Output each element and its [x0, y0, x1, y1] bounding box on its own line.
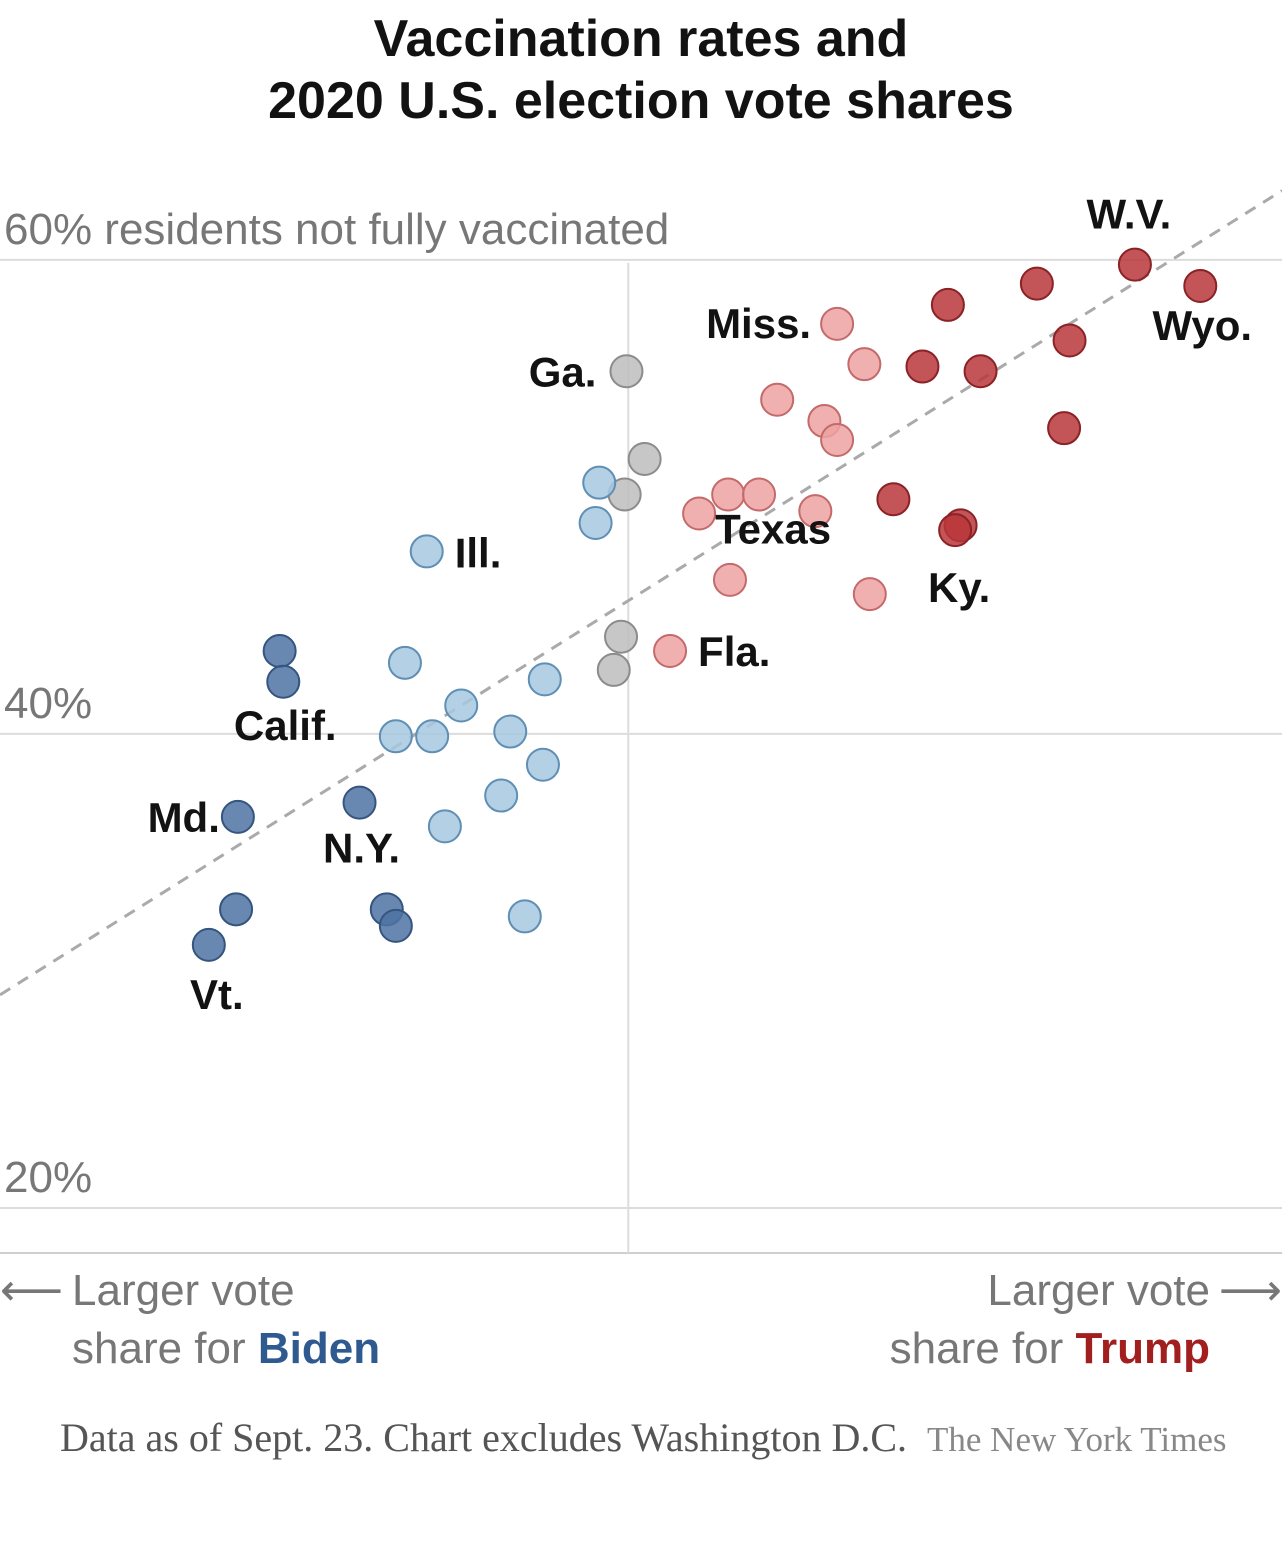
data-point	[714, 564, 746, 596]
data-point	[380, 720, 412, 752]
biden-direction-prefix: share for	[72, 1324, 258, 1373]
data-point	[1184, 270, 1216, 302]
biden-direction-line1: Larger vote	[72, 1262, 380, 1320]
data-point	[583, 467, 615, 499]
trump-name: Trump	[1076, 1324, 1210, 1373]
point-label: Ill.	[455, 529, 502, 576]
point-label: Calif.	[234, 702, 337, 749]
point-label: Texas	[715, 505, 831, 552]
biden-direction-label: Larger vote share for Biden	[72, 1262, 380, 1378]
data-point	[932, 289, 964, 321]
data-point	[416, 720, 448, 752]
trump-direction-prefix: share for	[890, 1324, 1076, 1373]
data-point	[1048, 412, 1080, 444]
point-label: Ky.	[928, 564, 990, 611]
y-tick-label: 60% residents not fully vaccinated	[4, 205, 669, 254]
data-point	[193, 929, 225, 961]
data-point	[1054, 324, 1086, 356]
point-label: Vt.	[190, 971, 244, 1018]
data-point	[445, 689, 477, 721]
data-point	[906, 351, 938, 383]
data-point	[344, 787, 376, 819]
data-point	[494, 716, 526, 748]
data-point	[222, 801, 254, 833]
data-point	[1021, 268, 1053, 300]
data-point	[389, 647, 421, 679]
gridlines: 60% residents not fully vaccinated 40% 20%	[0, 205, 1282, 1253]
data-point	[629, 443, 661, 475]
data-point	[598, 654, 630, 686]
data-point	[380, 910, 412, 942]
data-point	[429, 810, 461, 842]
right-arrow-icon: ⟶	[1219, 1262, 1282, 1320]
data-point	[683, 497, 715, 529]
data-point	[529, 663, 561, 695]
left-arrow-icon: ⟵	[0, 1262, 63, 1320]
data-point	[267, 666, 299, 698]
point-label: Miss.	[706, 300, 811, 347]
data-point	[580, 507, 612, 539]
point-label: Fla.	[698, 628, 770, 675]
data-point	[1119, 249, 1151, 281]
data-point	[264, 635, 296, 667]
point-label: W.V.	[1087, 191, 1172, 238]
y-tick-label: 20%	[4, 1153, 92, 1202]
note-text: Data as of Sept. 23. Chart excludes Wash…	[60, 1415, 907, 1460]
data-point	[939, 514, 971, 546]
trump-direction-label: Larger vote share for Trump	[890, 1262, 1210, 1378]
data-point	[605, 621, 637, 653]
y-tick-label: 40%	[4, 679, 92, 728]
data-point	[877, 483, 909, 515]
point-label: Wyo.	[1152, 302, 1252, 349]
data-point	[610, 355, 642, 387]
data-point	[527, 749, 559, 781]
data-point	[509, 900, 541, 932]
data-point	[220, 893, 252, 925]
data-point	[965, 355, 997, 387]
data-point	[761, 384, 793, 416]
point-label: N.Y.	[323, 825, 400, 872]
biden-direction-line2: share for Biden	[72, 1320, 380, 1378]
data-point	[821, 424, 853, 456]
chart-note: Data as of Sept. 23. Chart excludes Wash…	[60, 1410, 1230, 1468]
point-label: Md.	[148, 794, 220, 841]
biden-name: Biden	[258, 1324, 380, 1373]
source-credit: The New York Times	[927, 1420, 1227, 1459]
trend-line	[0, 191, 1282, 995]
data-point	[485, 780, 517, 812]
data-point	[821, 308, 853, 340]
data-point	[848, 348, 880, 380]
data-point	[654, 635, 686, 667]
trump-direction-line2: share for Trump	[890, 1320, 1210, 1378]
trump-direction-line1: Larger vote	[890, 1262, 1210, 1320]
data-point	[854, 578, 886, 610]
point-label: Ga.	[529, 348, 597, 395]
trendline	[0, 191, 1282, 995]
data-point	[411, 535, 443, 567]
